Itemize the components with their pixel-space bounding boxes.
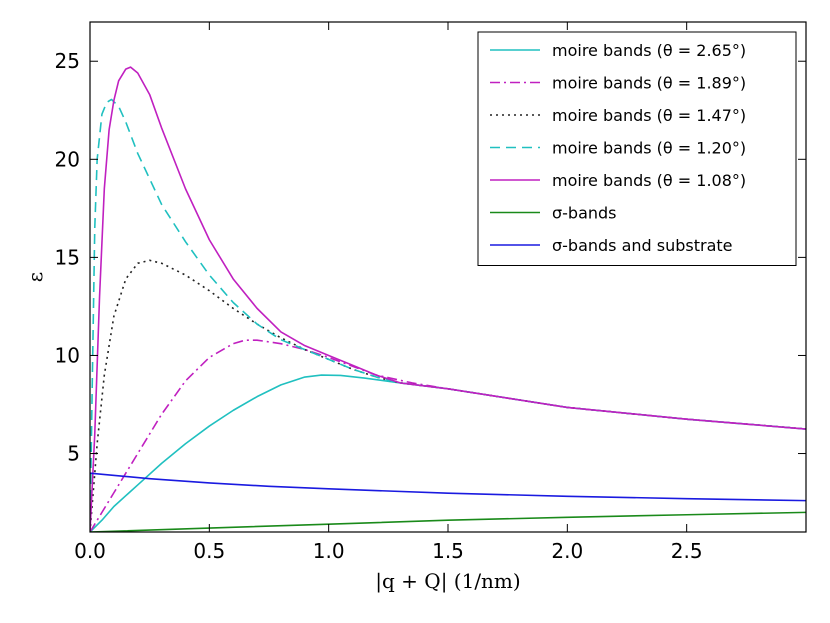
legend: moire bands (θ = 2.65°) moire bands (θ = … xyxy=(477,31,797,266)
series-line-1 xyxy=(90,339,806,532)
series-line-6 xyxy=(90,472,806,502)
x-tick-label: 0.0 xyxy=(74,539,106,563)
series-line-3 xyxy=(90,98,806,532)
y-tick-label: 15 xyxy=(55,245,80,269)
legend-entry-2: moire bands (θ = 1.47°) xyxy=(552,106,746,125)
series-line-0 xyxy=(90,374,806,532)
series-layer xyxy=(90,66,806,532)
y-tick-label: 5 xyxy=(67,442,80,466)
x-axis-label: |q + Q| (1/nm) xyxy=(375,569,520,594)
legend-entry-1: moire bands (θ = 1.89°) xyxy=(552,74,746,93)
x-tick-label: 2.0 xyxy=(551,539,583,563)
x-tick-label: 1.0 xyxy=(313,539,345,563)
y-tick-label: 25 xyxy=(55,49,80,73)
legend-entry-4: moire bands (θ = 1.08°) xyxy=(552,171,746,190)
legend-box xyxy=(477,31,797,266)
x-tick-label: 0.5 xyxy=(193,539,225,563)
y-axis-label: ε xyxy=(23,272,47,282)
legend-entry-6: σ-bands and substrate xyxy=(552,236,733,255)
x-tick-label: 2.5 xyxy=(671,539,703,563)
series-line-2 xyxy=(90,259,806,532)
y-tick-label: 10 xyxy=(55,343,80,367)
series-line-4 xyxy=(90,66,806,532)
axis-ticks: 0.0 0.5 1.0 1.5 2.0 2.5 5 10 15 20 25 xyxy=(55,22,806,563)
legend-entry-0: moire bands (θ = 2.65°) xyxy=(552,41,746,60)
y-tick-label: 20 xyxy=(55,147,80,171)
x-tick-label: 1.5 xyxy=(432,539,464,563)
legend-entry-3: moire bands (θ = 1.20°) xyxy=(552,139,746,158)
legend-entry-5: σ-bands xyxy=(552,204,617,223)
